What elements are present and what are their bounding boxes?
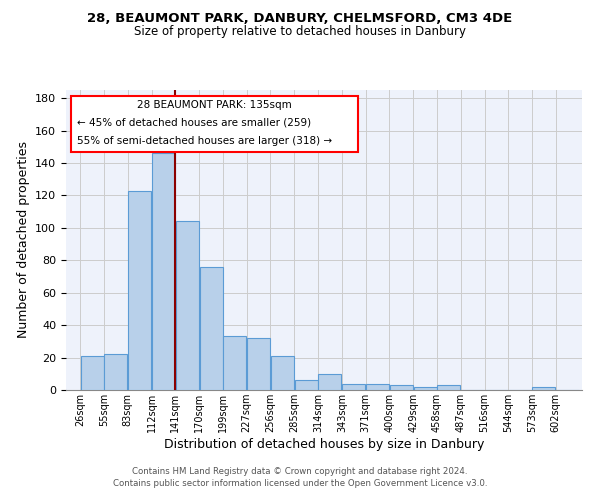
Text: Contains HM Land Registry data © Crown copyright and database right 2024.: Contains HM Land Registry data © Crown c… — [132, 467, 468, 476]
Text: Contains public sector information licensed under the Open Government Licence v3: Contains public sector information licen… — [113, 478, 487, 488]
Text: 55% of semi-detached houses are larger (318) →: 55% of semi-detached houses are larger (… — [77, 136, 332, 146]
Bar — [271, 356, 294, 390]
Bar — [342, 384, 365, 390]
Text: ← 45% of detached houses are smaller (259): ← 45% of detached houses are smaller (25… — [77, 118, 311, 128]
Bar — [200, 267, 223, 390]
X-axis label: Distribution of detached houses by size in Danbury: Distribution of detached houses by size … — [164, 438, 484, 451]
Bar — [413, 387, 437, 390]
Bar — [319, 374, 341, 390]
Bar — [437, 385, 460, 390]
Bar — [80, 356, 104, 390]
Bar — [247, 338, 270, 390]
Bar — [176, 222, 199, 390]
Bar — [128, 190, 151, 390]
Text: 28 BEAUMONT PARK: 135sqm: 28 BEAUMONT PARK: 135sqm — [137, 100, 292, 110]
Bar — [152, 153, 175, 390]
Text: Size of property relative to detached houses in Danbury: Size of property relative to detached ho… — [134, 25, 466, 38]
Bar — [295, 380, 317, 390]
Bar — [223, 336, 247, 390]
FancyBboxPatch shape — [71, 96, 358, 152]
Y-axis label: Number of detached properties: Number of detached properties — [17, 142, 29, 338]
Bar — [390, 385, 413, 390]
Bar — [532, 387, 556, 390]
Bar — [366, 384, 389, 390]
Bar — [104, 354, 127, 390]
Text: 28, BEAUMONT PARK, DANBURY, CHELMSFORD, CM3 4DE: 28, BEAUMONT PARK, DANBURY, CHELMSFORD, … — [88, 12, 512, 26]
